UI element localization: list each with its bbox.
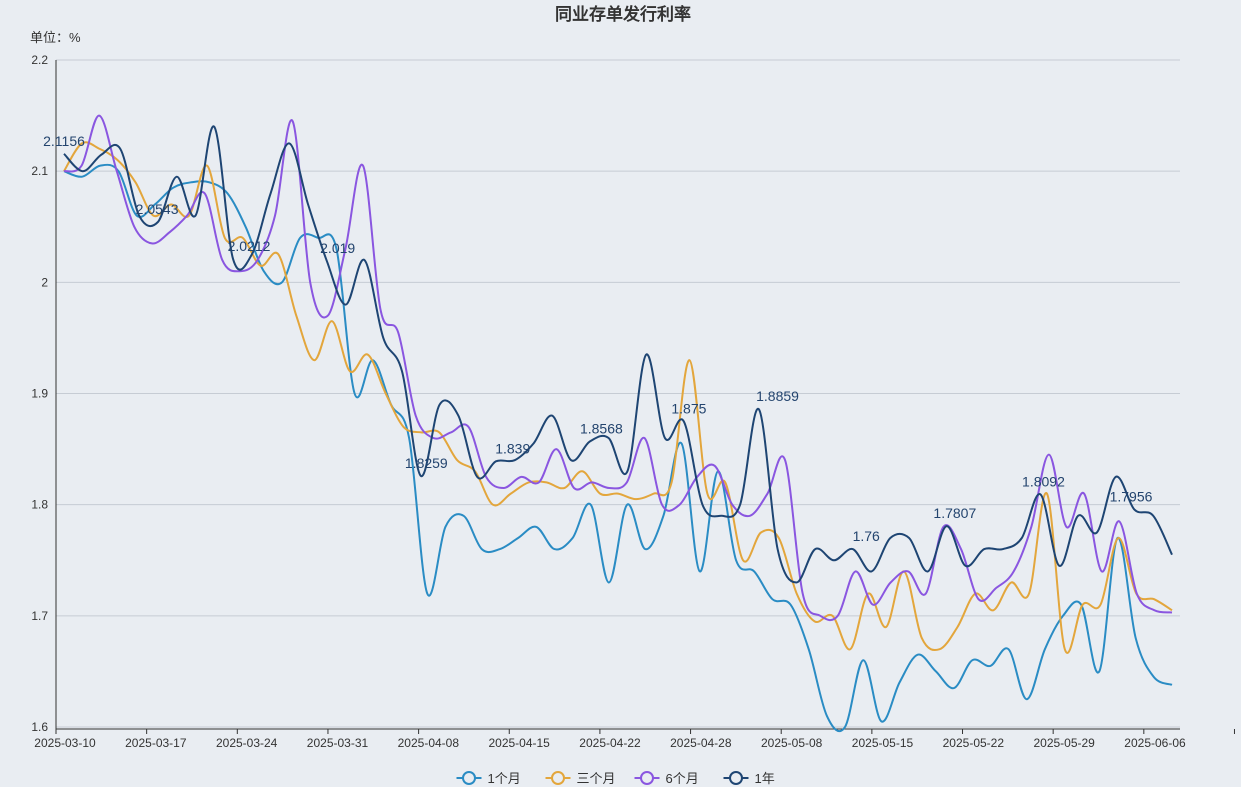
series-line-1 [63,163,1173,733]
grid-layer [56,59,1180,728]
annotation-layer: 2.1156 2.0543 2.0212 2.019 1.8259 1.839 1.8568… [43,133,1153,544]
y-tick-label: 1.7 [31,609,48,623]
data-label: 2.019 [320,240,355,256]
legend-marker-icon [729,771,743,785]
y-tick-label: 2.1 [31,164,48,178]
x-tick-label: 2025-05-15 [852,736,914,750]
data-label: 1.8092 [1022,473,1065,489]
series-line-2 [63,141,1173,654]
x-tick-label: 2025-04-22 [579,736,641,750]
x-tick-label: 2025-03-31 [307,736,369,750]
x-tick-label: 2025-03-17 [125,736,187,750]
chart-title: 同业存单发行利率 [555,4,691,24]
x-tick-label: 2025-03-10 [34,736,96,750]
x-tick-label: 2025-06-06 [1124,736,1186,750]
legend-marker-icon [640,771,654,785]
legend-label: 1个月 [488,771,521,786]
legend-item-1[interactable]: 1个月 [456,771,521,786]
data-label: 1.839 [495,440,530,456]
data-label: 1.8568 [580,421,623,437]
x-tick-label: 2025-03-24 [216,736,278,750]
data-label: 2.0543 [136,201,179,217]
y-tick-label: 1.9 [31,387,48,401]
x-tick-label: 2025-05-22 [943,736,1005,750]
legend-label: 三个月 [577,771,616,786]
data-label: 2.1156 [43,133,85,149]
legend-item-4[interactable]: 1年 [723,771,775,786]
data-label: 1.875 [671,400,706,416]
data-label: 1.7956 [1110,489,1153,505]
series-layer [63,114,1173,733]
x-tick-label: 2025-05-29 [1033,736,1095,750]
data-label: 1.8859 [756,388,799,404]
unit-label: 单位：% [30,30,81,45]
y-tick-label: 1.8 [31,498,48,512]
legend-label: 1年 [755,771,775,786]
axis-layer: 1.6 1.7 1.8 1.9 2 2.1 2.2 2025-03-10 2025-03-17 2… [31,53,1235,750]
legend-item-3[interactable]: 6个月 [634,771,699,786]
legend-item-2[interactable]: 三个月 [545,771,616,786]
data-label: 1.8259 [405,455,448,471]
x-tick-label: 2025-04-15 [488,736,550,750]
legend-label: 6个月 [666,771,699,786]
series-line-3 [63,114,1173,622]
legend-marker-icon [462,771,476,785]
data-label: 1.7807 [933,505,976,521]
x-tick-label: 2025-05-08 [761,736,823,750]
legend-marker-icon [551,771,565,785]
x-tick-label: 2025-04-28 [670,736,732,750]
data-label: 2.0212 [228,238,271,254]
data-label: 1.76 [853,528,880,544]
legend[interactable]: 1个月 三个月 6个月 1年 [456,771,775,786]
x-tick-label: 2025-04-08 [398,736,460,750]
y-tick-label: 1.6 [31,720,48,734]
y-tick-label: 2 [41,275,48,289]
y-tick-label: 2.2 [31,53,48,67]
series-line-4 [63,125,1173,584]
